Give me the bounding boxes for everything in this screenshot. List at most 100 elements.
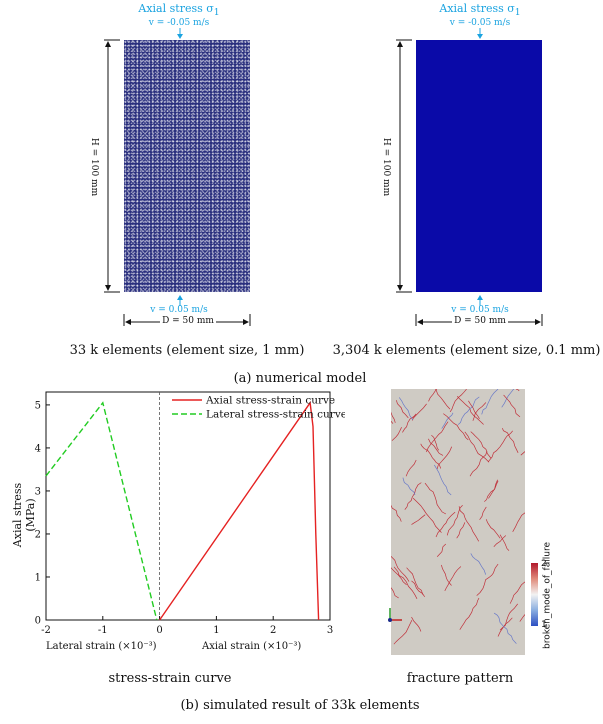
crack-path bbox=[499, 534, 510, 551]
crack-path bbox=[402, 413, 417, 433]
crack-path bbox=[431, 434, 440, 451]
crack-path bbox=[405, 459, 417, 477]
crack-path bbox=[485, 519, 501, 539]
colorbar-min: 1 bbox=[541, 620, 547, 630]
y-tick-label: 2 bbox=[35, 529, 41, 540]
crack-path bbox=[497, 617, 513, 637]
crack-path bbox=[393, 619, 413, 645]
crack-path bbox=[375, 394, 396, 423]
x-tick-label: -2 bbox=[41, 625, 51, 636]
chart-legend: Axial stress-strain curve Lateral stress-… bbox=[172, 395, 345, 421]
crack-path bbox=[390, 556, 410, 582]
crack-path bbox=[469, 450, 488, 477]
crack-path bbox=[456, 522, 466, 539]
crack-path bbox=[426, 421, 449, 453]
crack-path bbox=[396, 400, 409, 419]
left-top-arrow-icon bbox=[177, 28, 183, 39]
crack-path bbox=[458, 506, 480, 542]
chart-series bbox=[45, 400, 320, 621]
x-axis-label-lateral: Lateral strain (×10⁻³) bbox=[46, 641, 157, 652]
y-tick-label: 4 bbox=[35, 443, 41, 454]
crack-path bbox=[412, 497, 442, 533]
crack-path bbox=[509, 577, 533, 604]
colorbar-max: 2 bbox=[541, 559, 547, 569]
crack-path bbox=[441, 412, 454, 429]
crack-path bbox=[424, 482, 447, 515]
right-model-caption: 3,304 k elements (element size, 0.1 mm) bbox=[332, 343, 601, 358]
crack-path bbox=[476, 563, 499, 596]
crack-path bbox=[493, 535, 507, 548]
left-width-label: D = 50 mm bbox=[160, 316, 216, 326]
crack-path bbox=[411, 403, 427, 421]
fracture-cracks bbox=[375, 369, 541, 645]
stress-strain-chart: -2 -1 0 1 2 3 0 1 2 3 4 5 Axial stress-strain curve… bbox=[35, 391, 345, 636]
x-tick-label: 3 bbox=[327, 625, 333, 636]
crack-path bbox=[457, 396, 480, 425]
panel-a-caption: (a) numerical model bbox=[233, 371, 367, 386]
right-top-velocity: v = -0.05 m/s bbox=[449, 18, 511, 28]
crack-path bbox=[520, 432, 541, 456]
crack-path bbox=[428, 438, 444, 456]
crack-path bbox=[449, 383, 471, 413]
right-axial-stress-title: Axial stress σ1 bbox=[439, 2, 521, 19]
crack-path bbox=[444, 566, 462, 592]
y-tick-label: 3 bbox=[35, 486, 41, 497]
chart-axes: -2 -1 0 1 2 3 0 1 2 3 4 5 bbox=[35, 391, 333, 636]
left-bottom-velocity: v = 0.05 m/s bbox=[150, 305, 208, 315]
plot-frame bbox=[45, 391, 331, 621]
crack-path bbox=[426, 377, 451, 410]
y-axis-label: Axial stress (MPa) bbox=[11, 482, 37, 548]
crack-path bbox=[420, 443, 442, 469]
series-line-1 bbox=[45, 401, 158, 621]
left-axial-stress-title: Axial stress σ1 bbox=[138, 2, 220, 19]
crack-path bbox=[479, 506, 487, 520]
left-height-label: H = 100 mm bbox=[85, 137, 99, 197]
crack-path bbox=[488, 480, 499, 499]
crack-path bbox=[389, 503, 402, 522]
crack-path bbox=[470, 553, 487, 575]
coarse-mesh-specimen bbox=[124, 40, 250, 292]
crack-path bbox=[470, 431, 492, 459]
x-tick-label: 2 bbox=[270, 625, 276, 636]
crack-path bbox=[398, 397, 414, 421]
crack-path bbox=[484, 479, 498, 502]
y-tick-label: 5 bbox=[35, 400, 41, 411]
crack-path bbox=[512, 500, 537, 532]
crack-path bbox=[406, 567, 424, 595]
fracture-pattern-image bbox=[375, 369, 541, 655]
y-tick-label: 1 bbox=[35, 572, 41, 583]
left-model-caption: 33 k elements (element size, 1 mm) bbox=[69, 343, 305, 358]
legend-label-1: Lateral stress-strain curve bbox=[206, 409, 345, 421]
crack-path bbox=[411, 514, 426, 525]
left-top-velocity: v = -0.05 m/s bbox=[148, 18, 210, 28]
colorbar-label: broken_mode_of_failure bbox=[542, 542, 553, 649]
crack-path bbox=[499, 603, 518, 631]
series-line-0 bbox=[159, 400, 320, 621]
crack-path bbox=[503, 394, 521, 418]
crack-path bbox=[481, 387, 500, 415]
crack-path bbox=[436, 543, 447, 557]
crack-path bbox=[435, 511, 456, 538]
x-axis-label-axial: Axial strain (×10⁻³) bbox=[202, 641, 302, 652]
crack-path bbox=[493, 612, 517, 644]
crack-path bbox=[402, 477, 416, 496]
crack-path bbox=[434, 464, 452, 496]
x-tick-label: 1 bbox=[213, 625, 219, 636]
axes-triad-icon bbox=[388, 608, 402, 622]
legend-label-0: Axial stress-strain curve bbox=[205, 395, 335, 407]
right-width-label: D = 50 mm bbox=[452, 316, 508, 326]
fine-mesh-specimen bbox=[416, 40, 542, 292]
crack-path bbox=[501, 384, 518, 408]
right-bottom-velocity: v = 0.05 m/s bbox=[451, 305, 509, 315]
right-top-arrow-icon bbox=[477, 28, 483, 39]
crack-path bbox=[459, 597, 480, 630]
panel-b-caption: (b) simulated result of 33k elements bbox=[180, 698, 420, 713]
crack-path bbox=[389, 565, 407, 586]
crack-path bbox=[472, 402, 487, 421]
crack-path bbox=[468, 400, 480, 419]
right-height-dimension bbox=[396, 39, 412, 293]
crack-path bbox=[404, 482, 422, 510]
right-bottom-arrow-icon bbox=[477, 295, 483, 306]
x-tick-label: 0 bbox=[156, 625, 162, 636]
crack-path bbox=[487, 430, 513, 463]
